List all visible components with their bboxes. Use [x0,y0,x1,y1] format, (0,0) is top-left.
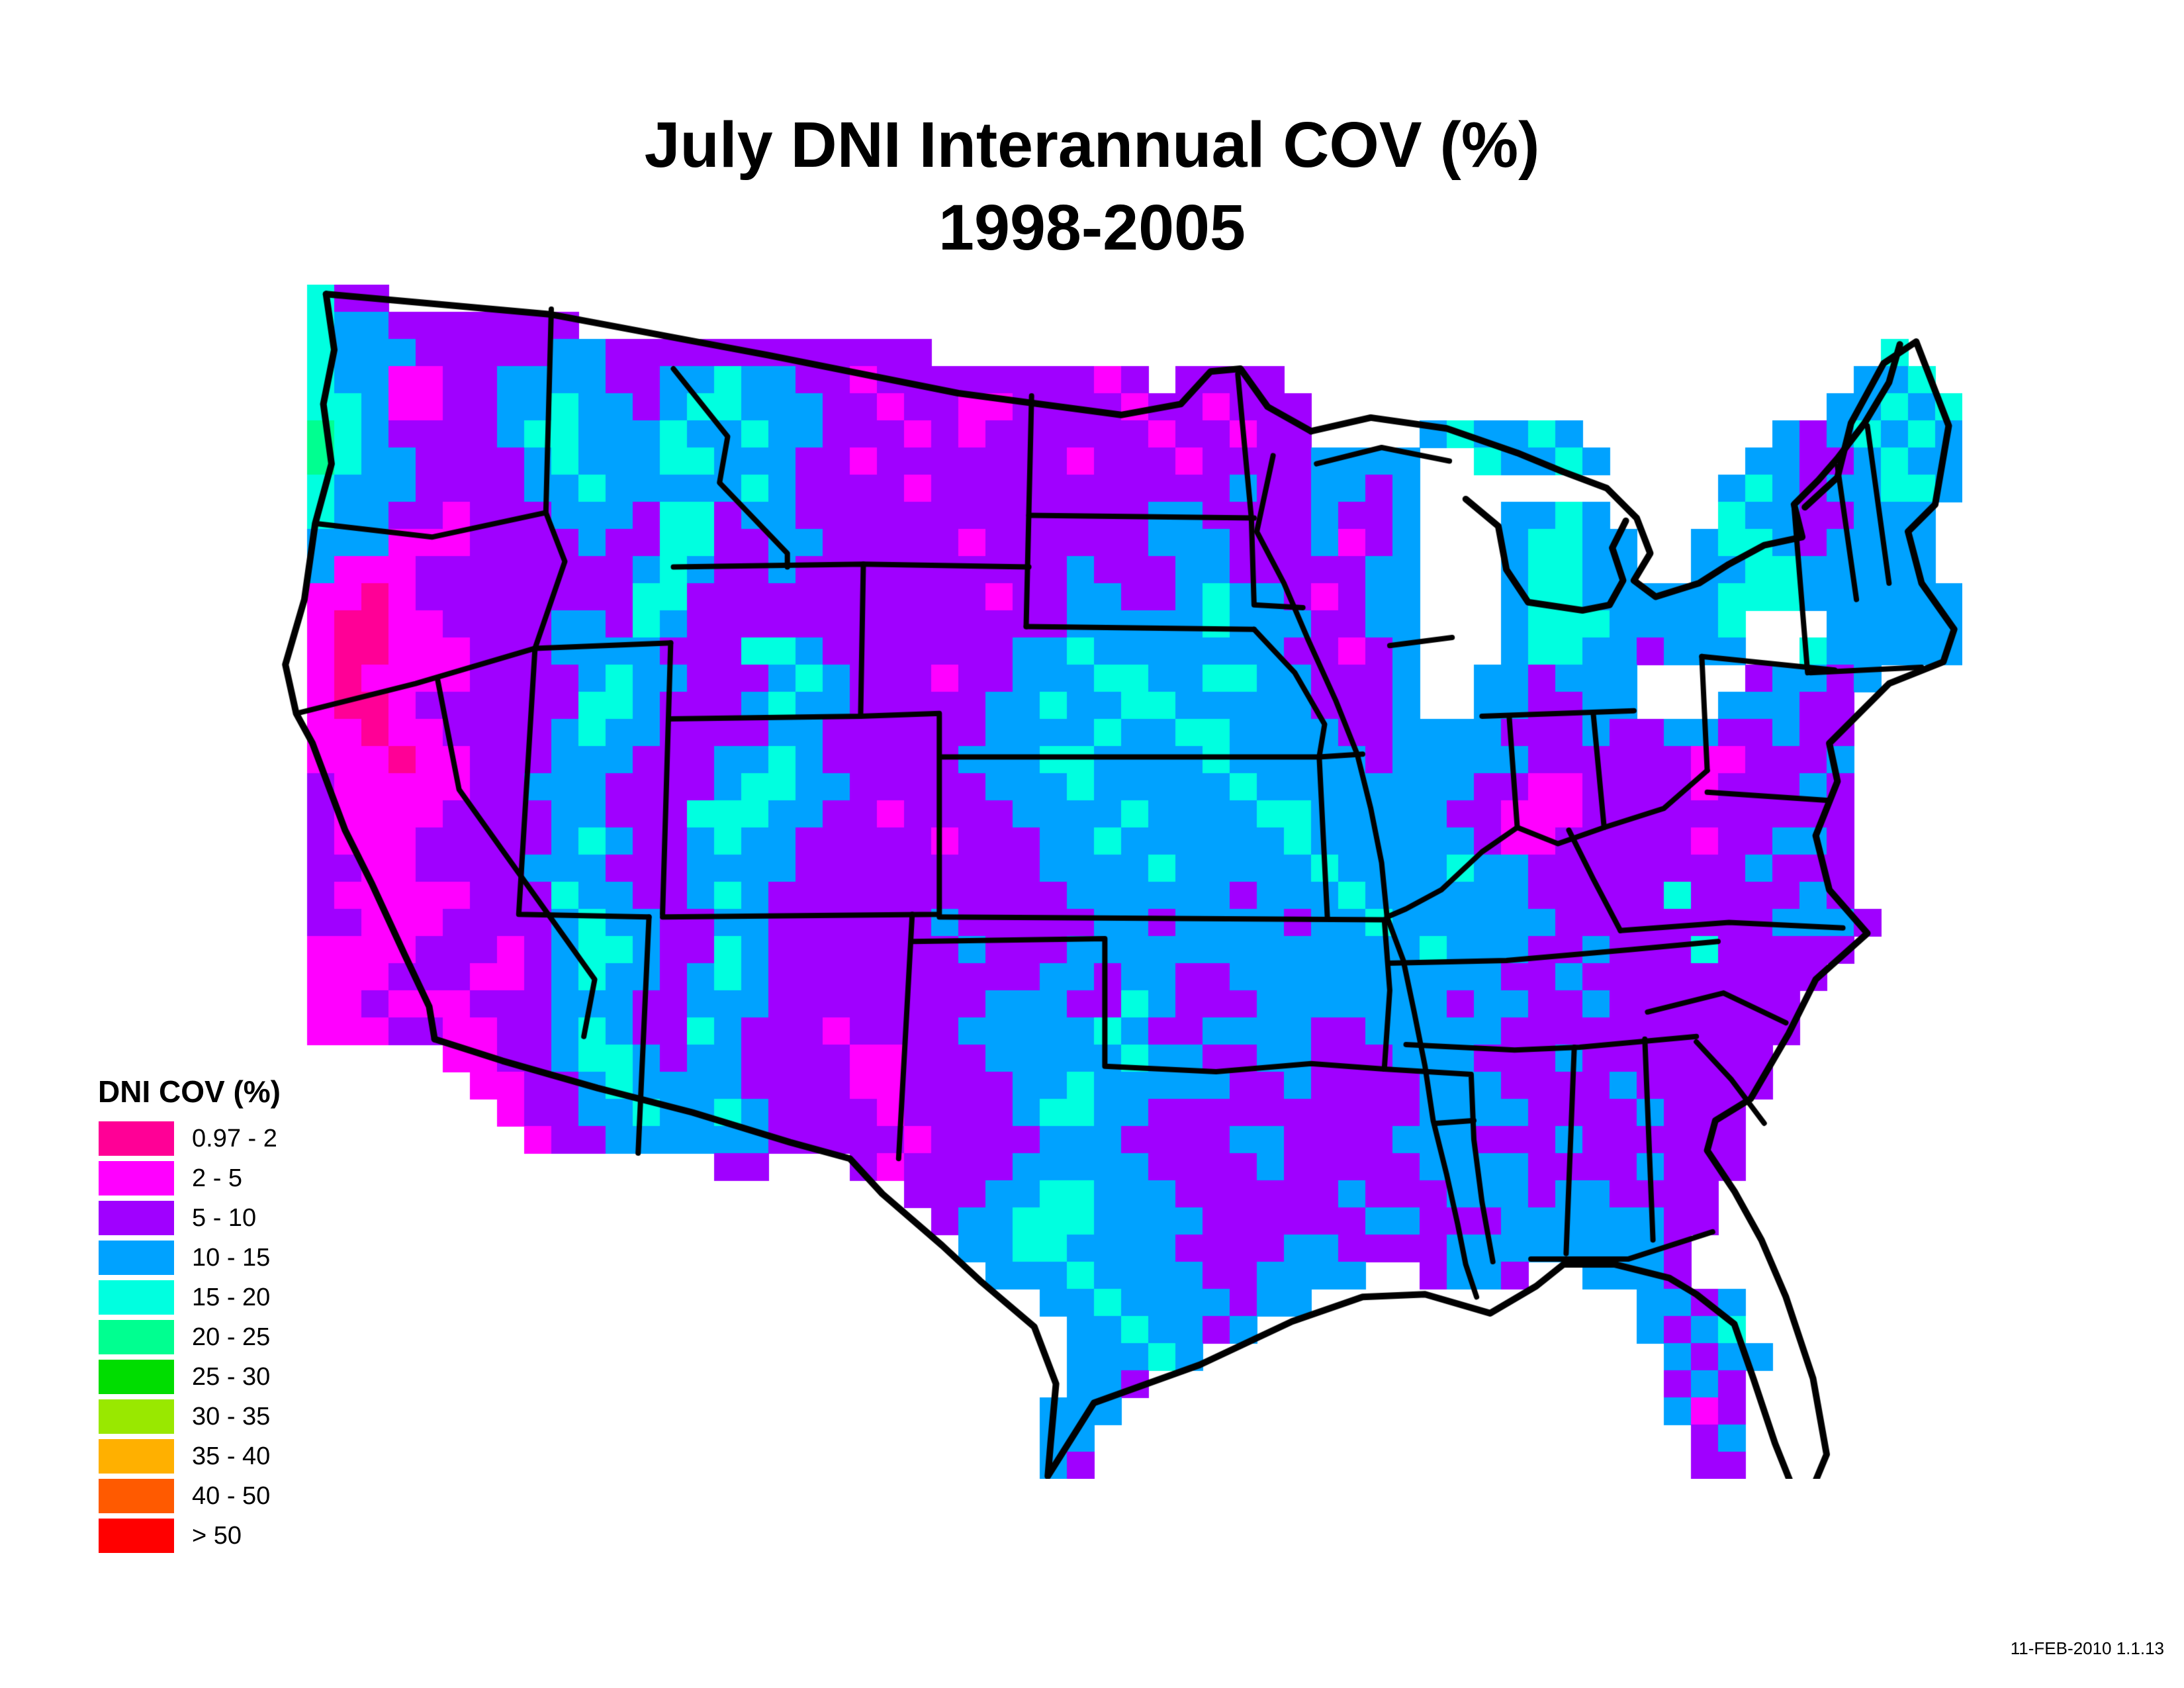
legend-row: 40 - 50 [98,1478,281,1514]
legend-swatch-8 [98,1438,175,1474]
legend-label: 40 - 50 [192,1481,271,1510]
legend-row: 20 - 25 [98,1319,281,1355]
us-dni-cov-map [199,285,1962,1479]
legend: DNI COV (%) 0.97 - 2 2 - 5 5 - 10 10 - 1… [98,1074,281,1558]
legend-swatch-10 [98,1518,175,1554]
legend-swatch-0 [98,1121,175,1156]
legend-swatch-4 [98,1280,175,1315]
legend-label: 2 - 5 [192,1164,243,1192]
legend-swatch-7 [98,1399,175,1434]
legend-label: 0.97 - 2 [192,1124,277,1152]
legend-label: 15 - 20 [192,1283,271,1311]
legend-label: 35 - 40 [192,1442,271,1470]
legend-row: 5 - 10 [98,1200,281,1236]
legend-label: > 50 [192,1521,242,1550]
legend-row: 15 - 20 [98,1280,281,1315]
date-version-caption: 11-FEB-2010 1.1.13 [2010,1638,2164,1658]
legend-row: 25 - 30 [98,1359,281,1395]
legend-swatch-5 [98,1319,175,1355]
legend-swatch-3 [98,1240,175,1276]
legend-label: 25 - 30 [192,1362,271,1391]
map-title: July DNI Interannual COV (%) 1998-2005 [0,113,2184,259]
legend-swatch-2 [98,1200,175,1236]
legend-row: 2 - 5 [98,1160,281,1196]
legend-row: 35 - 40 [98,1438,281,1474]
legend-title: DNI COV (%) [98,1074,281,1109]
legend-row: 0.97 - 2 [98,1121,281,1156]
legend-row: 30 - 35 [98,1399,281,1434]
legend-label: 20 - 25 [192,1323,271,1351]
legend-label: 30 - 35 [192,1402,271,1430]
map-title-line2: 1998-2005 [938,191,1246,263]
legend-row: > 50 [98,1518,281,1554]
legend-swatch-6 [98,1359,175,1395]
map-title-line1: July DNI Interannual COV (%) [644,109,1540,181]
legend-row: 10 - 15 [98,1240,281,1276]
legend-label: 10 - 15 [192,1243,271,1272]
legend-label: 5 - 10 [192,1203,257,1232]
legend-swatch-1 [98,1160,175,1196]
legend-swatch-9 [98,1478,175,1514]
